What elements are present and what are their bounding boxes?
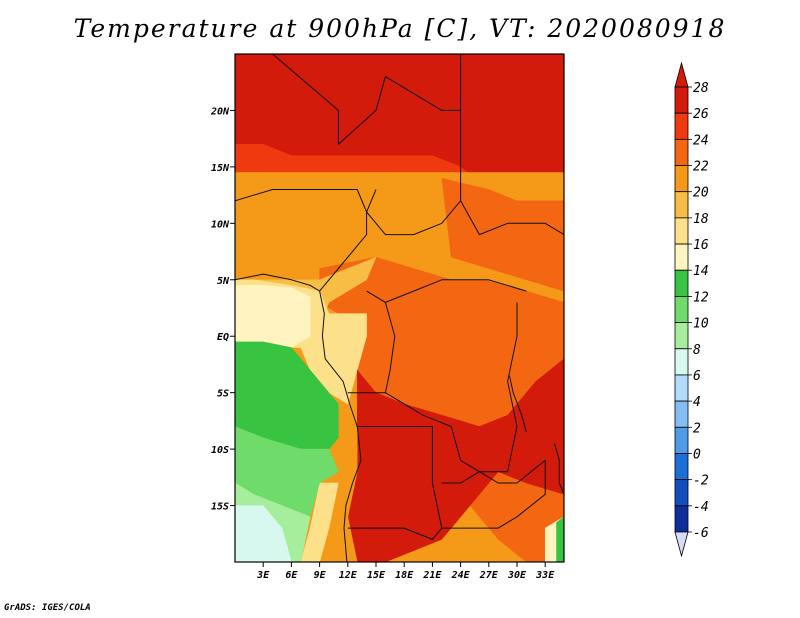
lat-tick-label-5: 5S: [217, 389, 229, 400]
longitude-ticks: 3E 6E 9E 12E 15E 18E 21E 24E 27E 30E 33E: [256, 562, 555, 581]
colorbar-label-10: 8: [693, 343, 701, 358]
colorbar-bottom-arrow: [674, 531, 689, 558]
temp-field-10: [300, 482, 339, 562]
colorbar-label-2: 24: [693, 133, 709, 148]
colorbar-segment-7: [674, 269, 689, 297]
lon-tick-label-9: 30E: [507, 570, 527, 581]
colorbar-segment-16: [674, 505, 689, 533]
lat-tick-label-0: 20N: [210, 106, 230, 117]
latitude-ticks: 20N 15N 10N 5N EQ 5S 10S 15S: [210, 106, 235, 513]
colorbar-segment-0: [674, 86, 689, 114]
lat-tick-label-7: 15S: [211, 502, 229, 513]
colorbar-segment-12: [674, 400, 689, 428]
border-line-1: [272, 54, 462, 145]
colorbar-segment-2: [674, 138, 689, 166]
colorbar-segment-6: [674, 243, 689, 271]
colorbar-label-5: 18: [693, 212, 709, 227]
border-line-2: [235, 110, 462, 236]
country-borders: [235, 54, 564, 562]
border-line-9: [441, 459, 546, 529]
colorbar-segment-9: [674, 322, 689, 350]
temp-field-3: [441, 177, 564, 292]
lat-tick-label-1: 15N: [211, 163, 230, 174]
colorbar-label-8: 12: [693, 290, 709, 305]
lon-tick-label-0: 3E: [256, 570, 270, 581]
lon-tick-label-10: 33E: [535, 570, 555, 581]
border-line-11: [554, 443, 564, 495]
map-title: Temperature at 900hPa [C], VT: 202008091…: [73, 14, 727, 43]
temp-field-16: [556, 516, 564, 562]
colorbar-segment-4: [674, 191, 689, 219]
temp-field-7: [235, 285, 311, 348]
colorbar-label-4: 20: [693, 186, 709, 201]
colorbar-label-17: -6: [693, 526, 709, 541]
colorbar-segment-15: [674, 479, 689, 507]
lat-tick-label-3: 5N: [217, 276, 230, 287]
map-frame: [234, 53, 565, 563]
colorbar-top-arrow: [674, 61, 689, 88]
colorbar-segment-8: [674, 296, 689, 323]
colorbar-label-14: 0: [693, 447, 701, 462]
colorbar-label-12: 4: [693, 395, 701, 410]
colorbar-label-1: 26: [693, 107, 709, 122]
grads-credit: GrADS: IGES/COLA: [4, 603, 91, 613]
colorbar-segment-11: [674, 374, 689, 402]
temp-field-14: [235, 505, 292, 562]
lat-tick-label-4: EQ: [217, 332, 229, 343]
lon-tick-label-3: 12E: [339, 570, 358, 581]
colorbar-segment-1: [674, 112, 689, 140]
border-line-5: [460, 200, 564, 236]
colorbar-label-15: -2: [693, 474, 709, 489]
lat-tick-label-2: 10N: [211, 219, 230, 230]
colorbar-segment-10: [674, 348, 689, 376]
border-line-10: [509, 375, 527, 433]
lon-tick-label-7: 24E: [451, 570, 471, 581]
colorbar-label-6: 16: [693, 238, 709, 253]
colorbar-label-7: 14: [693, 264, 709, 279]
colorbar-label-3: 22: [693, 160, 709, 175]
colorbar-segment-14: [674, 453, 689, 481]
border-line-6: [384, 302, 396, 393]
border-line-3: [319, 189, 377, 292]
temperature-fields: [235, 54, 564, 562]
colorbar-segment-5: [674, 217, 689, 245]
lon-tick-label-1: 6E: [285, 570, 298, 581]
lon-tick-label-4: 15E: [367, 570, 386, 581]
colorbar-label-16: -4: [693, 500, 709, 515]
colorbar-segment-3: [674, 165, 689, 193]
lon-tick-label-2: 9E: [314, 570, 327, 581]
colorbar-label-0: 28: [693, 81, 709, 96]
lon-tick-label-8: 27E: [479, 570, 499, 581]
lon-tick-label-6: 21E: [422, 570, 442, 581]
colorbar-segment-13: [674, 426, 689, 454]
colorbar-label-11: 6: [693, 369, 701, 384]
colorbar-label-9: 10: [693, 317, 709, 332]
border-line-0: [235, 273, 362, 562]
colorbar-label-13: 2: [693, 421, 701, 436]
lat-tick-label-6: 10S: [211, 445, 229, 456]
lon-tick-label-5: 18E: [395, 570, 414, 581]
